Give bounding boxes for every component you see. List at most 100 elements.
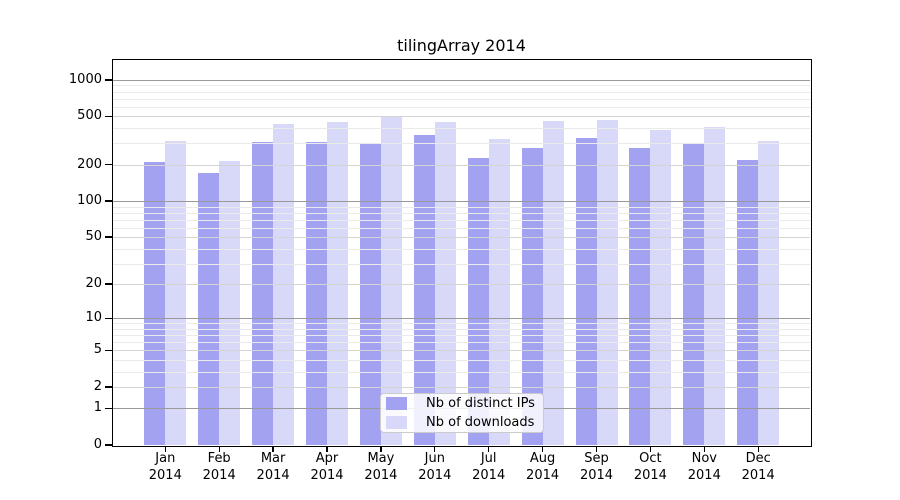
legend-label-downloads: Nb of downloads [426,415,535,430]
legend-label-distinct-ips: Nb of distinct IPs [426,396,535,411]
x-tick-jul [488,446,490,452]
bar-downloads-jul [488,139,510,445]
gridline-y-4 [113,359,810,361]
gridline-y-3 [113,371,810,373]
bar-distinct-ips-oct [629,148,651,445]
y-tick-500 [105,115,112,118]
x-tick-feb [218,446,220,452]
x-tick-dec [757,446,759,452]
bar-downloads-apr [327,121,348,445]
bar-distinct-ips-may [359,144,381,445]
y-tick-label-2: 2 [93,378,102,394]
gridline-y-100 [113,201,810,203]
gridline-y-700 [113,98,810,100]
bar-downloads-nov [704,126,726,445]
gridline-y-80 [113,212,810,214]
x-tick-label-sep: Sep 2014 [579,451,614,483]
gridline-y-1000 [113,79,810,81]
y-tick-1000 [105,79,112,81]
x-tick-label-feb: Feb 2014 [202,451,236,483]
gridline-y-900 [113,85,810,87]
gridline-y-400 [113,128,810,130]
y-tick-label-0: 0 [93,437,102,452]
gridline-y-9 [113,323,810,325]
bar-downloads-aug [542,120,564,445]
bar-downloads-sep [596,120,618,445]
y-tick-5 [105,349,112,351]
bar-distinct-ips-nov [683,144,705,445]
gridline-y-600 [113,106,810,108]
legend-swatch-downloads-icon [386,416,407,429]
gridline-y-70 [113,219,810,221]
gridline-y-2 [113,386,810,388]
x-tick-sep [595,446,598,452]
x-tick-may [380,446,382,452]
gridline-y-5 [113,350,810,352]
x-tick-oct [649,446,652,452]
x-tick-label-dec: Dec 2014 [741,451,775,483]
bar-downloads-dec [758,140,780,445]
y-tick-label-1: 1 [93,400,102,416]
x-tick-label-apr: Apr 2014 [310,451,344,483]
x-tick-label-jun: Jun 2014 [418,451,452,483]
y-tick-label-50: 50 [85,229,102,245]
gridline-y-500 [113,116,810,118]
x-tick-aug [541,446,544,452]
legend-item-downloads: Nb of downloads [381,413,543,432]
gridline-y-60 [113,227,810,229]
y-tick-50 [105,236,112,238]
legend-item-distinct-ips: Nb of distinct IPs [381,394,543,413]
bar-downloads-feb [219,161,241,445]
y-tick-1 [105,407,112,410]
bar-distinct-ips-dec [737,159,759,445]
bar-downloads-may [380,116,402,445]
gridline-y-10 [113,318,810,320]
y-tick-label-100: 100 [77,193,102,209]
x-tick-mar [272,446,274,452]
chart-title: tilingArray 2014 [397,36,526,55]
y-tick-label-20: 20 [85,276,102,292]
legend: Nb of distinct IPs Nb of downloads [380,393,544,433]
y-tick-label-200: 200 [77,156,102,172]
y-tick-200 [105,164,112,166]
x-tick-label-aug: Aug 2014 [526,451,560,483]
x-tick-label-oct: Oct 2014 [633,451,667,483]
legend-swatch-distinct-ips-icon [386,397,407,410]
x-tick-label-nov: Nov 2014 [687,451,721,483]
gridline-y-200 [113,164,810,166]
y-tick-10 [105,317,112,319]
y-tick-label-10: 10 [85,310,102,326]
x-tick-label-jul: Jul 2014 [472,451,506,483]
y-tick-label-5: 5 [93,342,102,358]
bar-distinct-ips-apr [306,142,327,445]
bar-distinct-ips-jun [413,135,435,445]
gridline-y-800 [113,91,810,93]
y-tick-label-1000: 1000 [68,71,102,87]
y-tick-label-500: 500 [77,108,102,124]
gridline-y-40 [113,248,810,250]
bar-distinct-ips-jan [144,161,166,445]
x-tick-jan [164,446,166,452]
x-tick-nov [703,446,705,452]
x-tick-apr [326,446,328,452]
bar-downloads-jan [165,141,187,445]
y-tick-2 [105,386,112,388]
y-tick-0 [105,444,112,446]
bar-downloads-jun [434,122,456,445]
gridline-y-20 [113,284,810,286]
gridline-y-300 [113,143,810,145]
x-tick-label-mar: Mar 2014 [256,451,290,483]
x-tick-label-jan: Jan 2014 [148,451,182,483]
gridline-y-30 [113,263,810,265]
bar-downloads-oct [650,129,672,445]
gridline-y-50 [113,237,810,239]
gridline-y-7 [113,335,810,337]
bar-distinct-ips-aug [521,147,543,445]
bar-distinct-ips-jul [467,158,489,445]
x-tick-label-may: May 2014 [364,451,398,483]
gridline-y-6 [113,342,810,344]
y-tick-100 [105,200,112,202]
bar-distinct-ips-feb [198,173,220,445]
gridline-y-8 [113,328,810,330]
